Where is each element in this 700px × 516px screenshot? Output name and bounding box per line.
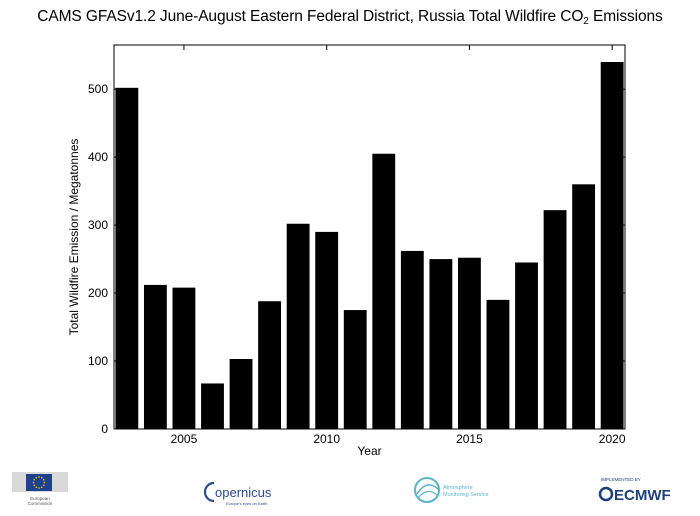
- bar-2005: [172, 287, 196, 429]
- bar-2004: [143, 284, 167, 429]
- x-axis-label: Year: [357, 444, 381, 458]
- eu-star: [33, 484, 36, 487]
- y-tick-label-100: 100: [88, 354, 108, 368]
- bar-2010: [315, 231, 339, 429]
- cams-globe-arc: [416, 484, 440, 495]
- eu-star: [42, 478, 45, 481]
- y-axis: 0 100 200 300 400 500: [88, 82, 625, 436]
- y-axis-label: Total Wildfire Emission / Megatonnes: [67, 139, 81, 336]
- x-tick-label-2005: 2005: [171, 432, 198, 446]
- bar-2018: [543, 210, 567, 429]
- eu-star: [38, 476, 40, 478]
- cams-globe-arc2: [417, 490, 439, 499]
- european-commission-logo: European Commission: [12, 472, 68, 506]
- bar-2011: [343, 310, 367, 429]
- eu-star: [42, 484, 45, 487]
- ecmwf-logo: IMPLEMENTED BY ECMWF: [598, 477, 671, 504]
- bars-group: [115, 61, 624, 430]
- ecmwf-implemented-by: IMPLEMENTED BY: [601, 477, 641, 482]
- eu-star: [33, 478, 36, 481]
- plot-frame: [113, 44, 626, 430]
- bar-2008: [258, 301, 281, 429]
- eu-flag-stars: [32, 476, 46, 489]
- y-tick-label-200: 200: [88, 286, 108, 300]
- copernicus-tagline: Europe's eyes on Earth: [226, 501, 267, 506]
- x-tick-label-2020: 2020: [599, 432, 626, 446]
- ecmwf-globe-icon: [598, 486, 614, 502]
- x-tick-label-2015: 2015: [456, 432, 483, 446]
- cams-globe-icon: [414, 477, 440, 503]
- cams-logo: Atmosphere Monitoring Service: [414, 477, 489, 503]
- x-tick-label-2010: 2010: [313, 432, 340, 446]
- bar-2013: [400, 250, 424, 429]
- bar-2014: [429, 259, 453, 429]
- eu-caption-line1: European: [30, 496, 50, 501]
- bar-2012: [372, 153, 396, 430]
- ecmwf-name: ECMWF: [614, 487, 671, 504]
- copernicus-name: opernicus: [215, 485, 272, 500]
- bar-2006: [201, 383, 224, 429]
- bar-2003: [115, 87, 139, 429]
- eu-star: [35, 486, 38, 489]
- bar-2007: [229, 359, 253, 429]
- eu-star: [43, 481, 46, 484]
- bar-2016: [486, 299, 510, 429]
- y-tick-label-500: 500: [88, 82, 108, 96]
- y-tick-label-300: 300: [88, 218, 108, 232]
- bar-2017: [515, 262, 538, 429]
- y-tick-label-0: 0: [101, 422, 108, 436]
- eu-star: [32, 481, 35, 484]
- eu-caption-line2: Commission: [28, 501, 53, 506]
- copernicus-logo: opernicus Europe's eyes on Earth: [203, 481, 272, 506]
- cams-line1: Atmosphere: [443, 485, 473, 491]
- eu-star: [35, 476, 38, 479]
- copernicus-c-mark: [203, 481, 215, 503]
- eu-star: [40, 486, 43, 489]
- x-axis: 2005 2010 2015 2020: [171, 45, 626, 446]
- eu-star: [40, 476, 43, 479]
- bar-2019: [572, 184, 596, 429]
- eu-flag: [26, 474, 52, 491]
- eu-star: [38, 487, 40, 489]
- bar-2015: [458, 257, 481, 429]
- chart-title: CAMS GFASv1.2 June-August Eastern Federa…: [37, 8, 663, 27]
- y-tick-label-400: 400: [88, 150, 108, 164]
- cams-line2: Monitoring Service: [443, 492, 489, 498]
- bar-2009: [286, 223, 310, 429]
- bar-2020: [600, 61, 624, 430]
- bar-chart: 0 100 200 300 400 500 2005 2010 2015 2020 Year T…: [67, 44, 626, 458]
